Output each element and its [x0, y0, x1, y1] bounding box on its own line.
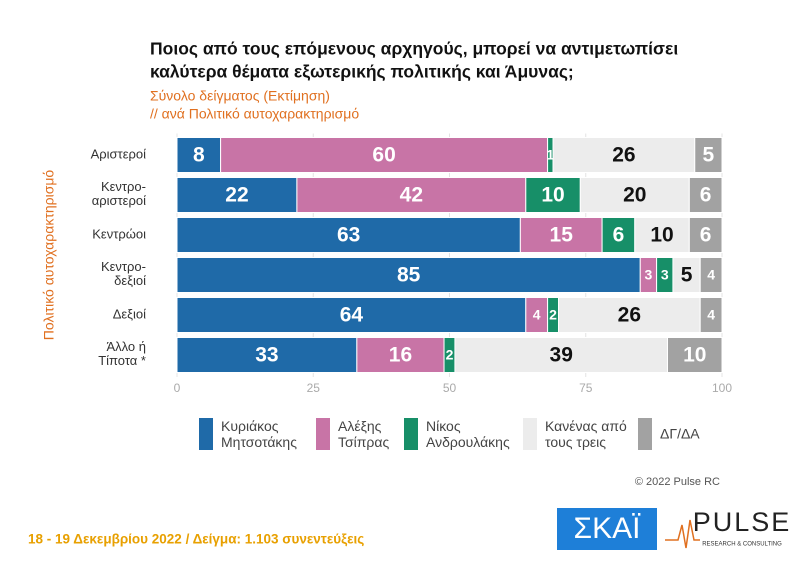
value-label: 8: [193, 144, 205, 167]
bar-segment: [220, 137, 549, 173]
value-label: 60: [372, 144, 395, 167]
value-label: 15: [550, 224, 574, 247]
pulse-logo-sub: RESEARCH & CONSULTING: [702, 542, 782, 548]
bar-segment: [634, 217, 690, 253]
y-tick-label: Κεντρώοι: [92, 226, 146, 241]
value-label: 4: [707, 307, 715, 323]
bar-segment: [579, 177, 690, 213]
value-label: 6: [700, 224, 712, 247]
bar-segment: [519, 217, 603, 253]
value-label: 3: [645, 267, 653, 283]
bar-segment: [688, 217, 723, 253]
legend-label: Νίκος Ανδρουλάκης: [426, 418, 510, 450]
y-tick-label: Κεντρο-δεξιοί: [101, 259, 146, 288]
subtitle: // ανά Πολιτικό αυτοχαρακτηρισμό: [150, 106, 359, 122]
y-tick-label: Κεντρο-αριστεροί: [92, 179, 146, 208]
bar-segment: [176, 137, 222, 173]
bar-segment: [694, 137, 723, 173]
y-tick-label: Αριστεροί: [91, 146, 147, 161]
bar-segment: [296, 177, 527, 213]
legend-label: Κυριάκος Μητσοτάκης: [221, 418, 297, 450]
bar-segment: [356, 337, 445, 373]
value-label: 4: [707, 267, 715, 283]
legend-swatch: [523, 418, 537, 450]
bar-segment: [176, 257, 641, 293]
legend-label: Αλέξης Τσίπρας: [338, 418, 389, 450]
value-label: 64: [340, 304, 364, 327]
bar-segment: [699, 257, 723, 293]
x-tick-label: 75: [579, 381, 593, 395]
value-label: 3: [661, 267, 669, 283]
value-label: 39: [550, 344, 573, 367]
x-tick-label: 0: [174, 381, 181, 395]
chart-title: καλύτερα θέματα εξωτερικής πολιτικής και…: [150, 62, 574, 83]
legend-swatch: [199, 418, 213, 450]
bar-segment: [672, 257, 701, 293]
value-label: 5: [703, 144, 715, 167]
legend-swatch: [638, 418, 652, 450]
copyright: © 2022 Pulse RC: [635, 476, 720, 488]
legend-label: ΔΓ/ΔΑ: [660, 426, 700, 442]
legend-swatch: [316, 418, 330, 450]
y-tick-label: Άλλο ή Τίποτα *: [98, 339, 146, 368]
value-label: 16: [389, 344, 412, 367]
y-axis-label: Πολιτικό αυτοχαρακτηρισμό: [41, 170, 57, 341]
value-label: 2: [549, 307, 557, 323]
value-label: 63: [337, 224, 360, 247]
value-label: 2: [446, 347, 454, 363]
legend-swatch: [404, 418, 418, 450]
subtitle: Σύνολο δείγματος (Εκτίμηση): [150, 88, 330, 104]
bar-segment: [558, 297, 701, 333]
value-label: 20: [623, 184, 646, 207]
value-label: 5: [681, 264, 693, 287]
value-label: 26: [612, 144, 635, 167]
value-label: 22: [225, 184, 248, 207]
chart-title: Ποιος από τους επόμενους αρχηγούς, μπορε…: [150, 39, 678, 59]
bar-segment: [667, 337, 723, 373]
value-label: 6: [613, 224, 625, 247]
bar-segment: [176, 217, 521, 253]
value-label: 85: [397, 264, 421, 287]
pulse-wave: [665, 519, 700, 549]
x-tick-label: 50: [443, 381, 457, 395]
bar-segment: [176, 297, 527, 333]
bar-segment: [552, 137, 696, 173]
legend-label: Κανένας από τους τρεις: [545, 418, 627, 450]
x-tick-label: 100: [712, 381, 732, 395]
skai-logo-bg: [557, 508, 657, 550]
value-label: 10: [650, 224, 673, 247]
y-tick-label: Δεξιοί: [113, 306, 146, 321]
value-label: 10: [541, 184, 564, 207]
footer: 18 - 19 Δεκεμβρίου 2022 / Δείγμα: 1.103 …: [28, 532, 364, 547]
value-label: 6: [700, 184, 712, 207]
value-label: 26: [618, 304, 641, 327]
bar-segment: [688, 177, 723, 213]
skai-logo: ΣΚΑΪ: [574, 512, 642, 545]
bar-segment: [176, 337, 358, 373]
value-label: 10: [683, 344, 706, 367]
bar-segment: [525, 177, 581, 213]
value-label: 4: [533, 307, 541, 323]
x-tick-label: 25: [307, 381, 321, 395]
value-label: 1: [546, 147, 554, 163]
value-label: 33: [255, 344, 278, 367]
bar-segment: [601, 217, 636, 253]
pulse-logo: PULSE: [693, 507, 792, 537]
bar-segment: [699, 297, 723, 333]
value-label: 42: [400, 184, 423, 207]
